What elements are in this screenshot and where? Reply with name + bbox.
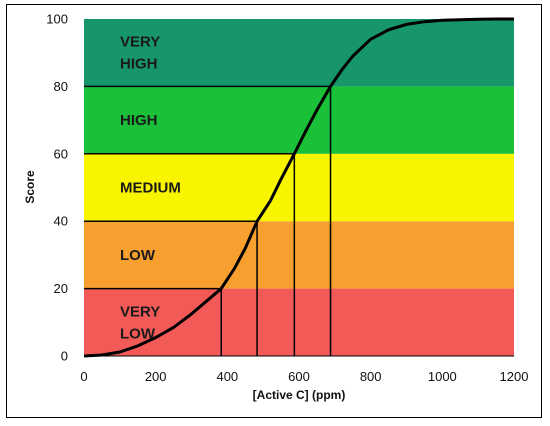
band-label: MEDIUM [120, 180, 181, 197]
band-label: LOW [120, 247, 156, 264]
y-tick-label: 0 [61, 349, 68, 364]
band-label: HIGH [120, 56, 158, 73]
band-1 [84, 221, 514, 289]
y-tick-label: 20 [54, 281, 68, 296]
score-curve [83, 17, 514, 358]
band-label: VERY [120, 34, 160, 51]
x-tick-label: 200 [145, 369, 167, 384]
y-tick-label: 80 [54, 79, 68, 94]
band-4 [84, 19, 514, 87]
x-tick-label: 1000 [428, 369, 457, 384]
x-tick-label: 400 [216, 369, 238, 384]
x-tick-label: 800 [360, 369, 382, 384]
tick-labels: 0 200 400 600 800 1000 1200 0 20 40 60 80 100 [46, 12, 528, 385]
threshold-lines [84, 85, 332, 356]
x-tick-label: 1200 [500, 369, 529, 384]
band-label: VERY [120, 303, 160, 320]
score-bands: VERY LOW LOW MEDIUM HIGH VERY HIGH [84, 19, 514, 356]
x-axis-title: [Active C] (ppm) [253, 388, 346, 402]
band-label: LOW [120, 325, 156, 342]
band-2 [84, 153, 514, 222]
y-axis-title: Score [23, 170, 37, 204]
x-tick-label: 0 [80, 369, 87, 384]
y-tick-label: 40 [54, 214, 68, 229]
y-tick-label: 60 [54, 146, 68, 161]
band-label: HIGH [120, 112, 158, 129]
y-tick-label: 100 [46, 12, 68, 27]
band-0 [84, 288, 514, 356]
x-tick-label: 600 [288, 369, 310, 384]
